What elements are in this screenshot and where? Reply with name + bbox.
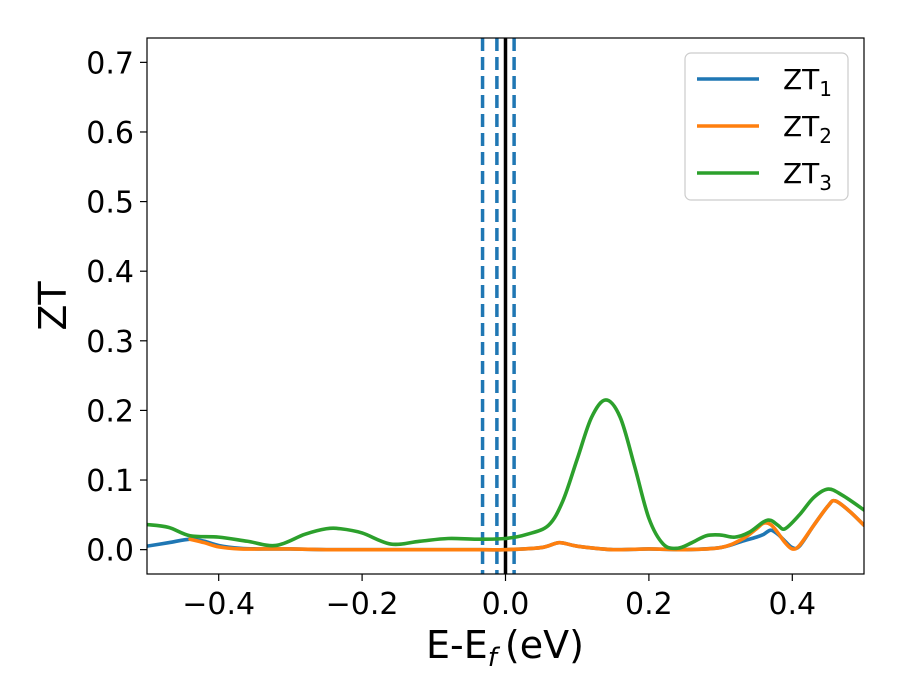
- y-tick-label: 0.6: [86, 116, 134, 151]
- y-tick-label: 0.1: [86, 464, 134, 499]
- y-tick-label: 0.3: [86, 325, 134, 360]
- y-tick-label: 0.5: [86, 186, 134, 221]
- y-tick-label: 0.2: [86, 394, 134, 429]
- data-series: [147, 398, 864, 552]
- legend-label-main: ZT: [783, 157, 820, 190]
- legend-box: [684, 52, 849, 201]
- x-axis-title-unit: (eV): [505, 623, 584, 667]
- series-line-zt3: [147, 398, 864, 551]
- legend-label-subscript: 3: [819, 171, 832, 195]
- legend-label-main: ZT: [783, 110, 820, 143]
- y-tick-label: 0.4: [86, 255, 134, 290]
- x-axis-title-main: E-E: [426, 623, 488, 667]
- legend-label-subscript: 2: [819, 124, 832, 148]
- legend-label-main: ZT: [783, 63, 820, 96]
- x-axis: −0.4 −0.2 0.0 0.2 0.4: [182, 574, 816, 622]
- y-axis: 0.0 0.1 0.2 0.3 0.4 0.5 0.6 0.7: [86, 46, 147, 569]
- y-tick-label: 0.0: [86, 534, 134, 569]
- legend-label: ZT2: [783, 110, 832, 148]
- legend-label: ZT1: [783, 63, 832, 101]
- y-tick-label: 0.7: [86, 46, 134, 81]
- reference-lines: [480, 38, 516, 574]
- x-axis-title-subscript: f: [488, 643, 501, 673]
- x-tick-label: −0.4: [182, 587, 255, 622]
- x-tick-label: −0.2: [326, 587, 399, 622]
- legend-label-subscript: 1: [819, 77, 832, 101]
- x-tick-label: 0.2: [625, 587, 673, 622]
- y-axis-title: ZT: [31, 281, 75, 331]
- x-axis-title: E-Ef (eV): [426, 623, 584, 673]
- x-tick-label: 0.4: [768, 587, 816, 622]
- x-tick-label: 0.0: [482, 587, 530, 622]
- series-line-zt2: [188, 498, 864, 552]
- legend-label: ZT3: [783, 157, 832, 195]
